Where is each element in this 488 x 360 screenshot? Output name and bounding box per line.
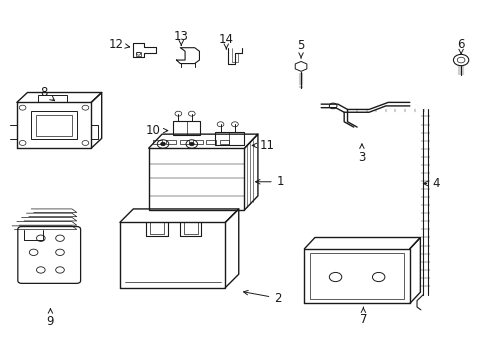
Circle shape: [160, 142, 165, 146]
Bar: [309, 253, 403, 299]
Text: 9: 9: [46, 309, 54, 328]
Bar: [166, 140, 175, 144]
Bar: [219, 140, 229, 144]
Bar: [39, 95, 67, 102]
Text: 14: 14: [218, 33, 233, 49]
Bar: [31, 111, 77, 139]
Text: 13: 13: [173, 30, 188, 45]
Bar: [206, 140, 216, 144]
Bar: [148, 148, 244, 210]
Text: 6: 6: [456, 38, 464, 54]
Bar: [179, 140, 189, 144]
Text: 3: 3: [358, 144, 365, 163]
Text: 12: 12: [108, 38, 129, 51]
Bar: [172, 121, 200, 135]
Text: 1: 1: [255, 175, 284, 188]
Circle shape: [189, 142, 194, 146]
Bar: [193, 140, 202, 144]
Text: 11: 11: [252, 139, 274, 152]
Bar: [136, 51, 141, 56]
Text: 5: 5: [297, 40, 304, 58]
Text: 4: 4: [423, 177, 439, 190]
Bar: [36, 115, 72, 136]
Text: 7: 7: [359, 307, 366, 326]
Text: 2: 2: [243, 291, 281, 305]
Bar: [214, 132, 243, 145]
Text: 10: 10: [146, 124, 167, 137]
Bar: [152, 140, 162, 144]
Text: 8: 8: [41, 86, 55, 101]
